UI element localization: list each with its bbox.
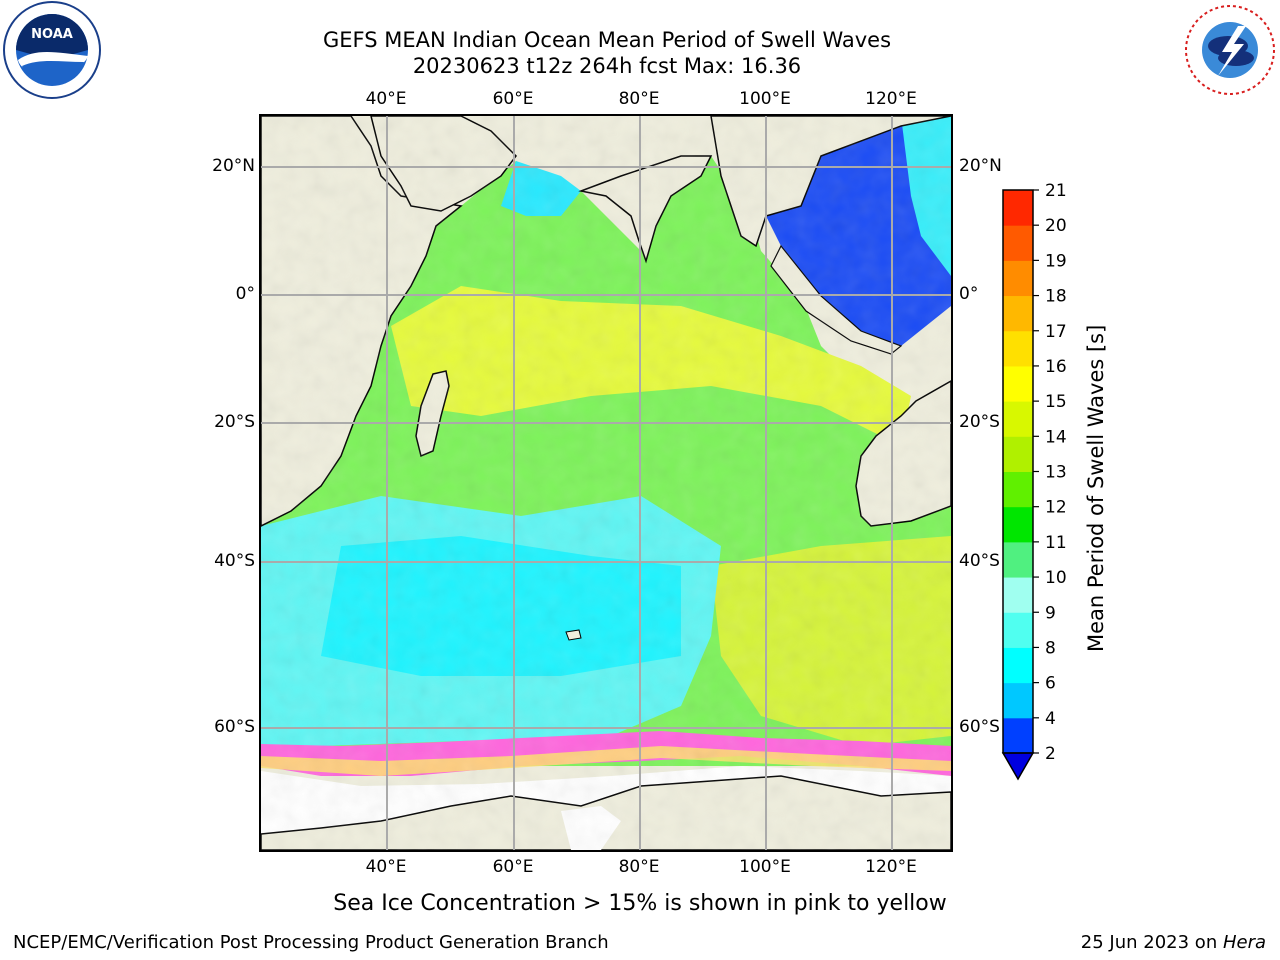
colorbar-bin: [1003, 401, 1033, 437]
lat-tick-left-20s: 20°S: [214, 412, 255, 432]
colorbar-bin: [1003, 471, 1033, 508]
colorbar-tick-label: 2: [1045, 744, 1056, 764]
lat-tick-right-40s: 40°S: [959, 551, 1000, 571]
texture-overlay: [261, 116, 951, 850]
noaa-logo: NOAA: [3, 1, 101, 99]
colorbar-tick-label: 21: [1045, 181, 1067, 201]
colorbar-tick-label: 14: [1045, 427, 1067, 447]
colorbar-tick-label: 16: [1045, 357, 1067, 377]
colorbar-tick-label: 12: [1045, 498, 1067, 518]
footer-date-text: 25 Jun 2023 on: [1080, 932, 1223, 953]
colorbar-bin: [1003, 225, 1033, 261]
colorbar-bin: [1003, 647, 1033, 684]
colorbar-bin: [1003, 682, 1033, 719]
colorbar-bin: [1003, 190, 1033, 226]
colorbar-tick-label: 9: [1045, 603, 1056, 623]
colorbar: 2 4 6 8 9 10 11 12 13 14 15 16 17 18 19 20 21: [1001, 181, 1067, 781]
colorbar-bin: [1003, 506, 1033, 543]
colorbar-tick-label: 15: [1045, 392, 1067, 412]
colorbar-tick-label: 11: [1045, 533, 1067, 553]
footer-credit: NCEP/EMC/Verification Post Processing Pr…: [13, 932, 609, 953]
lat-tick-right-20s: 20°S: [959, 412, 1000, 432]
lon-tick-top-100e: 100°E: [739, 89, 791, 109]
kerguelen-island: [565, 629, 582, 641]
map-panel: [259, 114, 953, 852]
lon-tick-bottom-60e: 60°E: [492, 857, 534, 877]
lat-tick-right-0: 0°: [959, 284, 979, 304]
noaa-logo-text: NOAA: [31, 27, 73, 42]
colorbar-bin: [1003, 295, 1033, 332]
colorbar-tick-label: 18: [1045, 287, 1067, 307]
title-line-2: 20230623 t12z 264h fcst Max: 16.36: [412, 54, 802, 78]
lon-tick-bottom-40e: 40°E: [365, 857, 407, 877]
colorbar-bin: [1003, 541, 1033, 578]
colorbar-bin: [1003, 612, 1033, 648]
lon-tick-bottom-120e: 120°E: [865, 857, 917, 877]
colorbar-tick-label: 6: [1045, 674, 1056, 694]
lon-tick-top-120e: 120°E: [865, 89, 917, 109]
title-line-1: GEFS MEAN Indian Ocean Mean Period of Sw…: [322, 28, 892, 52]
colorbar-tick-label: 4: [1045, 709, 1056, 729]
graticule: [261, 116, 951, 850]
colorbar-label: Mean Period of Swell Waves [s]: [1084, 324, 1108, 652]
lon-tick-bottom-100e: 100°E: [739, 857, 791, 877]
colorbar-tick-label: 19: [1045, 251, 1067, 271]
lon-tick-top-40e: 40°E: [365, 89, 407, 109]
footer-host: Hera: [1222, 932, 1266, 953]
colorbar-bin: [1003, 260, 1033, 297]
colorbar-bin: [1003, 365, 1033, 402]
colorbar-bin: [1003, 436, 1033, 472]
colorbar-tick-label: 10: [1045, 568, 1067, 588]
lon-tick-bottom-80e: 80°E: [618, 857, 660, 877]
swell-period-map: [261, 116, 951, 850]
colorbar-tick-label: 17: [1045, 322, 1067, 342]
colorbar-tick-label: 13: [1045, 463, 1067, 483]
sea-ice-caption: Sea Ice Concentration > 15% is shown in …: [333, 891, 947, 916]
nws-logo: [1184, 4, 1276, 96]
lat-tick-right-60s: 60°S: [959, 717, 1000, 737]
lat-tick-left-20n: 20°N: [212, 156, 255, 176]
colorbar-bin: [1003, 717, 1033, 754]
colorbar-extend-arrow: [1001, 752, 1035, 781]
lat-tick-right-20n: 20°N: [959, 156, 1002, 176]
lat-tick-left-0: 0°: [235, 284, 255, 304]
lon-tick-top-60e: 60°E: [492, 89, 534, 109]
colorbar-bin: [1003, 577, 1033, 613]
colorbar-tick-label: 8: [1045, 638, 1056, 658]
lat-tick-left-40s: 40°S: [214, 551, 255, 571]
colorbar-bin: [1003, 330, 1033, 367]
lat-tick-left-60s: 60°S: [214, 717, 255, 737]
lon-tick-top-80e: 80°E: [618, 89, 660, 109]
colorbar-tick-label: 20: [1045, 216, 1067, 236]
footer-date: 25 Jun 2023 on Hera: [1081, 932, 1266, 953]
